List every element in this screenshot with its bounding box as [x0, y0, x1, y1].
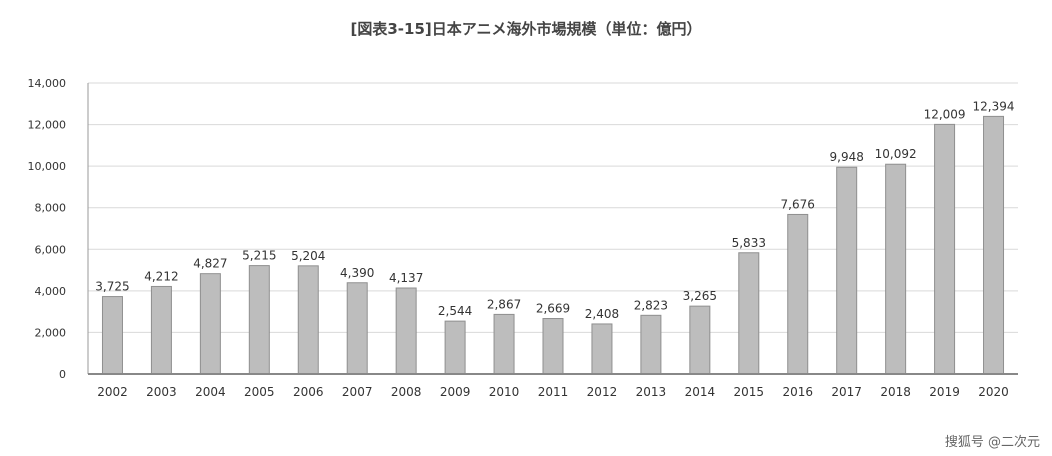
- data-label-2020: 12,394: [973, 99, 1015, 113]
- bar-2005: [248, 265, 270, 375]
- bar-2017: [836, 166, 858, 375]
- x-axis: 2002 2003 2004 2005 2006 2007 2008 2009 2010 2011…: [88, 373, 1018, 399]
- y-tick-label: 4,000: [35, 285, 67, 298]
- x-tick-label-2011: 2011: [538, 385, 569, 399]
- data-label-2010: 2,867: [487, 297, 521, 311]
- bar-2011: [542, 318, 564, 375]
- watermark: 搜狐号 @二次元: [945, 434, 1040, 450]
- x-tick-label-2009: 2009: [440, 385, 471, 399]
- x-tick-label-2002: 2002: [97, 385, 128, 399]
- data-label-2018: 10,092: [875, 147, 917, 161]
- data-label-2006: 5,204: [291, 249, 325, 263]
- y-tick-label: 8,000: [35, 202, 67, 215]
- x-tick-label-2020: 2020: [978, 385, 1009, 399]
- x-tick-label-2014: 2014: [685, 385, 716, 399]
- bar-2013: [640, 314, 662, 375]
- bar-2020: [983, 115, 1005, 375]
- data-label-2019: 12,009: [924, 107, 966, 121]
- bar-2014: [689, 305, 711, 375]
- data-label-2003: 4,212: [144, 269, 178, 283]
- y-tick-label: 10,000: [28, 160, 67, 173]
- data-label-2009: 2,544: [438, 304, 472, 318]
- data-label-2002: 3,725: [95, 280, 129, 294]
- x-tick-label-2008: 2008: [391, 385, 422, 399]
- x-tick-label-2018: 2018: [880, 385, 911, 399]
- x-tick-label-2013: 2013: [636, 385, 667, 399]
- x-tick-label-2012: 2012: [587, 385, 618, 399]
- bar-2018: [885, 163, 907, 375]
- bar-2010: [493, 313, 515, 375]
- data-label-2015: 5,833: [732, 236, 766, 250]
- y-tick-label: 6,000: [35, 243, 67, 256]
- y-tick-label: 2,000: [35, 326, 67, 339]
- bar-2019: [934, 123, 956, 375]
- chart-title: [図表3-15]日本アニメ海外市場規模（単位：億円）: [351, 20, 702, 38]
- x-tick-label-2016: 2016: [782, 385, 813, 399]
- y-axis: 0 2,000 4,000 6,000 8,000 10,000 12,000 14,000: [28, 77, 89, 381]
- data-label-2014: 3,265: [683, 289, 717, 303]
- bar-2016: [787, 213, 809, 375]
- bar-2009: [444, 320, 466, 375]
- bar-2003: [150, 285, 172, 375]
- x-tick-label-2003: 2003: [146, 385, 177, 399]
- bar-2002: [101, 296, 123, 375]
- bars: 3,725 4,212 4,827 5,215 5,204 4,390 4,137 2,544…: [95, 99, 1015, 375]
- y-tick-label: 14,000: [28, 77, 67, 90]
- bar-2004: [199, 273, 221, 375]
- data-label-2016: 7,676: [781, 197, 815, 211]
- y-tick-label: 12,000: [28, 119, 67, 132]
- data-label-2007: 4,390: [340, 266, 374, 280]
- x-tick-label-2015: 2015: [734, 385, 765, 399]
- y-tick-label: 0: [59, 368, 66, 381]
- bar-2006: [297, 265, 319, 375]
- x-tick-label-2017: 2017: [831, 385, 862, 399]
- x-tick-label-2019: 2019: [929, 385, 960, 399]
- gridlines: [88, 82, 1018, 333]
- data-label-2011: 2,669: [536, 302, 570, 316]
- x-tick-label-2007: 2007: [342, 385, 373, 399]
- x-tick-label-2006: 2006: [293, 385, 324, 399]
- data-label-2008: 4,137: [389, 271, 423, 285]
- x-tick-label-2004: 2004: [195, 385, 226, 399]
- bar-2015: [738, 252, 760, 375]
- x-tick-label-2010: 2010: [489, 385, 520, 399]
- data-label-2013: 2,823: [634, 298, 668, 312]
- bar-2008: [395, 287, 417, 375]
- bar-2007: [346, 282, 368, 375]
- data-label-2012: 2,408: [585, 307, 619, 321]
- data-label-2005: 5,215: [242, 249, 276, 263]
- data-label-2017: 9,948: [830, 150, 864, 164]
- x-tick-label-2005: 2005: [244, 385, 275, 399]
- data-label-2004: 4,827: [193, 257, 227, 271]
- bar-2012: [591, 323, 613, 375]
